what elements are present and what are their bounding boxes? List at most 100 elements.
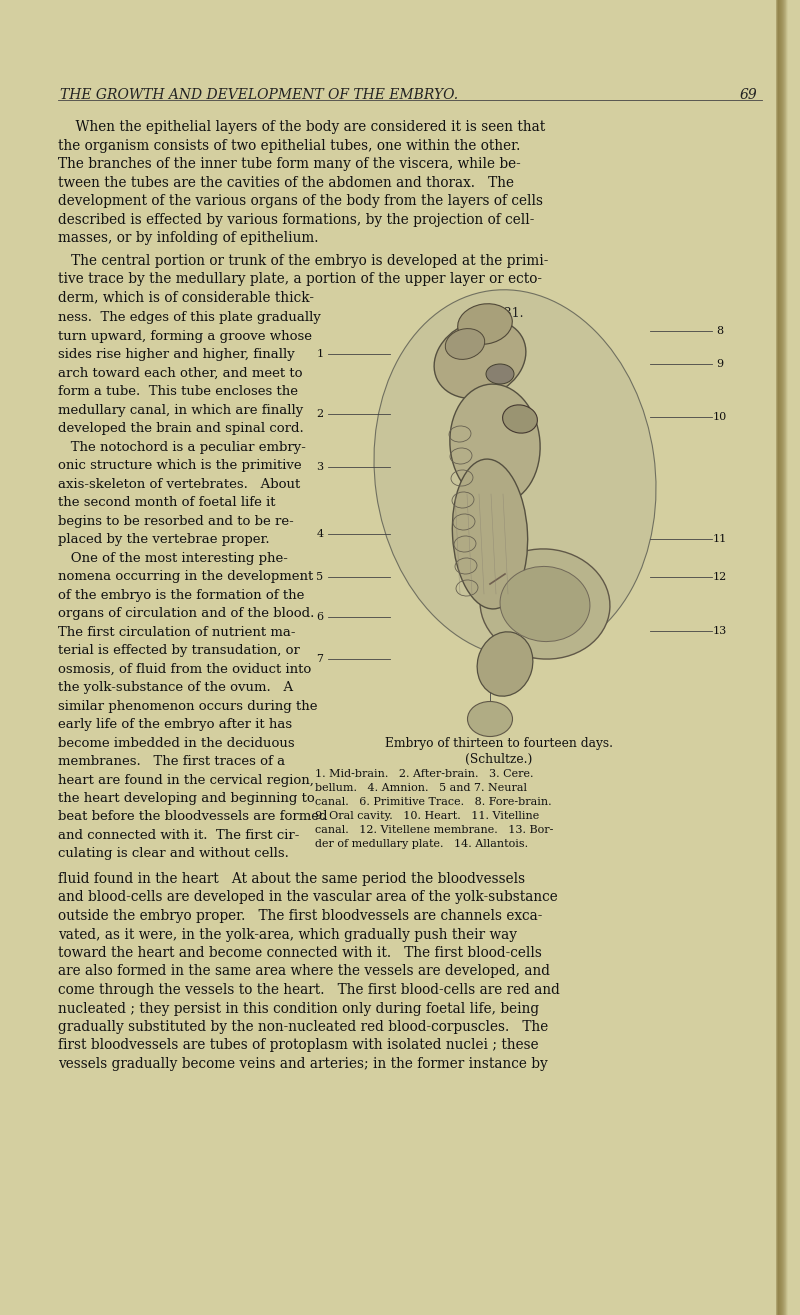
Bar [785, 0, 787, 1315]
Text: the heart developing and beginning to: the heart developing and beginning to [58, 792, 314, 805]
Text: nucleated ; they persist in this condition only during foetal life, being: nucleated ; they persist in this conditi… [58, 1002, 539, 1015]
Text: outside the embryo proper.   The first bloodvessels are channels exca-: outside the embryo proper. The first blo… [58, 909, 542, 923]
Bar [778, 0, 781, 1315]
Text: of the embryo is the formation of the: of the embryo is the formation of the [58, 589, 304, 601]
Bar [782, 0, 785, 1315]
Text: 8: 8 [717, 326, 723, 337]
Text: The notochord is a peculiar embry-: The notochord is a peculiar embry- [58, 441, 306, 454]
Text: form a tube.  This tube encloses the: form a tube. This tube encloses the [58, 385, 298, 398]
Text: The central portion or trunk of the embryo is developed at the primi-: The central portion or trunk of the embr… [58, 254, 548, 267]
Text: 13: 13 [713, 626, 727, 636]
Text: The branches of the inner tube form many of the viscera, while be-: The branches of the inner tube form many… [58, 156, 521, 171]
Text: 2: 2 [317, 409, 323, 419]
Text: medullary canal, in which are finally: medullary canal, in which are finally [58, 404, 303, 417]
Text: come through the vessels to the heart.   The first blood-cells are red and: come through the vessels to the heart. T… [58, 984, 560, 997]
Bar [778, 0, 782, 1315]
Ellipse shape [502, 405, 538, 433]
Text: vated, as it were, in the yolk-area, which gradually push their way: vated, as it were, in the yolk-area, whi… [58, 927, 517, 942]
Text: and blood-cells are developed in the vascular area of the yolk-substance: and blood-cells are developed in the vas… [58, 890, 558, 905]
Bar [779, 0, 782, 1315]
Text: The first circulation of nutrient ma-: The first circulation of nutrient ma- [58, 626, 295, 639]
Ellipse shape [477, 631, 533, 696]
Text: 9. Oral cavity.   10. Heart.   11. Vitelline: 9. Oral cavity. 10. Heart. 11. Vitelline [315, 811, 539, 821]
Text: similar phenomenon occurs during the: similar phenomenon occurs during the [58, 700, 318, 713]
Text: membranes.   The first traces of a: membranes. The first traces of a [58, 755, 285, 768]
Bar [785, 0, 788, 1315]
Text: early life of the embryo after it has: early life of the embryo after it has [58, 718, 292, 731]
Text: placed by the vertebrae proper.: placed by the vertebrae proper. [58, 533, 270, 546]
Text: 14: 14 [483, 709, 497, 719]
Text: 4: 4 [317, 529, 323, 539]
Text: 6: 6 [317, 611, 323, 622]
Bar [777, 0, 780, 1315]
Text: described is effected by various formations, by the projection of cell-: described is effected by various formati… [58, 213, 534, 226]
Bar [782, 0, 785, 1315]
Bar [775, 0, 778, 1315]
Text: 1: 1 [317, 348, 323, 359]
Ellipse shape [452, 459, 528, 609]
Text: the second month of foetal life it: the second month of foetal life it [58, 496, 275, 509]
Text: canal.   12. Vitellene membrane.   13. Bor-: canal. 12. Vitellene membrane. 13. Bor- [315, 825, 554, 835]
Text: ness.  The edges of this plate gradually: ness. The edges of this plate gradually [58, 312, 321, 323]
Bar [783, 0, 786, 1315]
Text: organs of circulation and of the blood.: organs of circulation and of the blood. [58, 608, 314, 619]
Text: 9: 9 [717, 359, 723, 370]
Text: 69: 69 [740, 88, 758, 103]
Text: culating is clear and without cells.: culating is clear and without cells. [58, 847, 289, 860]
Text: fluid found in the heart   At about the same period the bloodvessels: fluid found in the heart At about the sa… [58, 872, 525, 886]
Ellipse shape [486, 364, 514, 384]
Text: Embryo of thirteen to fourteen days.: Embryo of thirteen to fourteen days. [385, 736, 613, 750]
Text: begins to be resorbed and to be re-: begins to be resorbed and to be re- [58, 514, 294, 527]
Text: tween the tubes are the cavities of the abdomen and thorax.   The: tween the tubes are the cavities of the … [58, 175, 514, 189]
Text: tive trace by the medullary plate, a portion of the upper layer or ecto-: tive trace by the medullary plate, a por… [58, 272, 542, 285]
Ellipse shape [458, 304, 512, 345]
Text: onic structure which is the primitive: onic structure which is the primitive [58, 459, 302, 472]
Bar [781, 0, 784, 1315]
Bar [779, 0, 782, 1315]
Text: turn upward, forming a groove whose: turn upward, forming a groove whose [58, 330, 312, 342]
Text: nomena occurring in the development: nomena occurring in the development [58, 569, 314, 583]
Text: 3: 3 [317, 462, 323, 472]
Text: are also formed in the same area where the vessels are developed, and: are also formed in the same area where t… [58, 964, 550, 978]
Bar [777, 0, 779, 1315]
Text: 10: 10 [713, 412, 727, 422]
Text: developed the brain and spinal cord.: developed the brain and spinal cord. [58, 422, 304, 435]
Bar [778, 0, 781, 1315]
Text: the yolk-substance of the ovum.   A: the yolk-substance of the ovum. A [58, 681, 293, 694]
Ellipse shape [480, 548, 610, 659]
Text: terial is effected by transudation, or: terial is effected by transudation, or [58, 644, 300, 658]
Text: canal.   6. Primitive Trace.   8. Fore-brain.: canal. 6. Primitive Trace. 8. Fore-brain… [315, 797, 552, 807]
Text: the organism consists of two epithelial tubes, one within the other.: the organism consists of two epithelial … [58, 138, 520, 153]
Ellipse shape [434, 320, 526, 398]
Text: der of medullary plate.   14. Allantois.: der of medullary plate. 14. Allantois. [315, 839, 528, 849]
Text: masses, or by infolding of epithelium.: masses, or by infolding of epithelium. [58, 231, 318, 245]
Text: 7: 7 [317, 654, 323, 664]
Bar [782, 0, 786, 1315]
Text: 5: 5 [317, 572, 323, 583]
Text: and connected with it.  The first cir-: and connected with it. The first cir- [58, 828, 299, 842]
Text: become imbedded in the deciduous: become imbedded in the deciduous [58, 736, 294, 750]
Text: 1. Mid-brain.   2. After-brain.   3. Cere.: 1. Mid-brain. 2. After-brain. 3. Cere. [315, 769, 534, 778]
Bar [780, 0, 783, 1315]
Bar [783, 0, 786, 1315]
Text: sides rise higher and higher, finally: sides rise higher and higher, finally [58, 348, 294, 362]
Text: axis-skeleton of vertebrates.   About: axis-skeleton of vertebrates. About [58, 477, 300, 490]
Text: derm, which is of considerable thick-: derm, which is of considerable thick- [58, 291, 314, 305]
Text: When the epithelial layers of the body are considered it is seen that: When the epithelial layers of the body a… [58, 120, 546, 134]
Ellipse shape [500, 567, 590, 642]
Bar [781, 0, 783, 1315]
Text: toward the heart and become connected with it.   The first blood-cells: toward the heart and become connected wi… [58, 945, 542, 960]
Text: vessels gradually become veins and arteries; in the former instance by: vessels gradually become veins and arter… [58, 1057, 548, 1070]
Ellipse shape [446, 329, 485, 359]
Text: arch toward each other, and meet to: arch toward each other, and meet to [58, 367, 302, 380]
Text: Fig. 31.: Fig. 31. [474, 306, 523, 320]
Text: beat before the bloodvessels are formed: beat before the bloodvessels are formed [58, 810, 327, 823]
Text: THE GROWTH AND DEVELOPMENT OF THE EMBRYO.: THE GROWTH AND DEVELOPMENT OF THE EMBRYO… [60, 88, 458, 103]
Text: bellum.   4. Amnion.   5 and 7. Neural: bellum. 4. Amnion. 5 and 7. Neural [315, 782, 527, 793]
Ellipse shape [450, 384, 540, 504]
Text: gradually substituted by the non-nucleated red blood-corpuscles.   The: gradually substituted by the non-nucleat… [58, 1020, 548, 1034]
Ellipse shape [374, 289, 656, 659]
Text: One of the most interesting phe-: One of the most interesting phe- [58, 551, 288, 564]
Bar [784, 0, 787, 1315]
Text: heart are found in the cervical region,: heart are found in the cervical region, [58, 773, 314, 786]
